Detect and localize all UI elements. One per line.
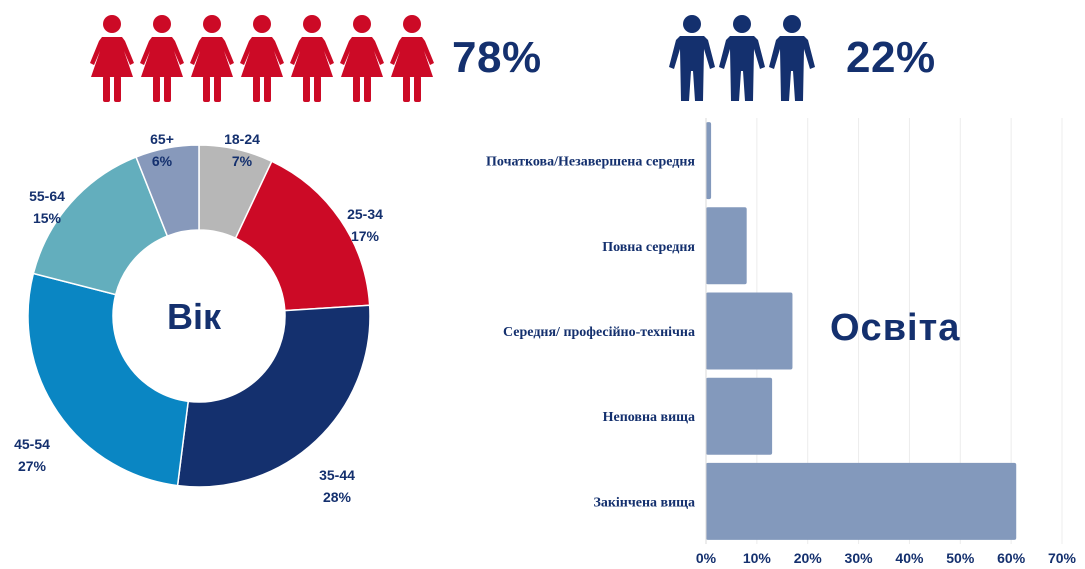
- x-tick-label: 70%: [1048, 550, 1077, 566]
- x-tick-label: 0%: [696, 550, 717, 566]
- bar: [706, 462, 1017, 540]
- male-share: 22%: [668, 10, 936, 105]
- category-label: Повна середня: [602, 240, 695, 255]
- donut-category-label: 18-24: [224, 131, 260, 147]
- x-tick-label: 10%: [743, 550, 772, 566]
- female-person-icon: [290, 14, 334, 102]
- donut-category-label: 65+: [150, 131, 174, 147]
- female-person-icon: [390, 14, 434, 102]
- donut-value-label: 17%: [351, 228, 380, 244]
- donut-hole: [113, 230, 285, 402]
- donut-category-label: 45-54: [14, 436, 50, 452]
- donut-value-label: 27%: [18, 458, 47, 474]
- bar: [706, 377, 773, 455]
- female-person-icon: [90, 14, 134, 102]
- category-label: Середня/ професійно-технічна: [503, 325, 695, 340]
- bar-chart-title: Освіта: [830, 307, 960, 349]
- x-tick-label: 40%: [895, 550, 924, 566]
- education-bar-chart: 0% 10% 20% 30% 40% 50% 60% 70% Початкова/Незавер…: [486, 118, 1077, 566]
- donut-category-label: 35-44: [319, 467, 355, 483]
- female-share: 78%: [88, 10, 542, 105]
- donut-value-label: 28%: [323, 489, 352, 505]
- male-person-icon: [669, 14, 715, 101]
- x-tick-label: 60%: [997, 550, 1026, 566]
- donut-value-label: 6%: [152, 153, 173, 169]
- female-person-icon: [140, 14, 184, 102]
- age-donut-chart: 18-24 7% 25-34 17% 35-44 28% 45-54 27% 55-64 15% 6…: [14, 131, 383, 505]
- donut-value-label: 7%: [232, 153, 253, 169]
- donut-value-label: 15%: [33, 210, 62, 226]
- donut-category-label: 55-64: [29, 188, 65, 204]
- donut-category-label: 25-34: [347, 206, 383, 222]
- x-tick-label: 50%: [946, 550, 975, 566]
- donut-center-title: Вік: [167, 296, 222, 337]
- category-label: Закінчена вища: [593, 495, 695, 510]
- category-label: Початкова/Незавершена середня: [486, 155, 695, 170]
- female-person-icon: [340, 14, 384, 102]
- female-icons: [88, 13, 436, 103]
- male-person-icon: [719, 14, 765, 101]
- x-tick-label: 20%: [794, 550, 823, 566]
- female-person-icon: [240, 14, 284, 102]
- female-percent: 78%: [452, 32, 542, 82]
- male-person-icon: [769, 14, 815, 101]
- male-icons: [668, 13, 816, 103]
- female-person-icon: [190, 14, 234, 102]
- bar: [706, 122, 712, 200]
- x-tick-label: 30%: [845, 550, 874, 566]
- category-label: Неповна вища: [603, 410, 695, 425]
- bar: [706, 207, 747, 285]
- male-percent: 22%: [846, 32, 936, 82]
- bar: [706, 292, 793, 370]
